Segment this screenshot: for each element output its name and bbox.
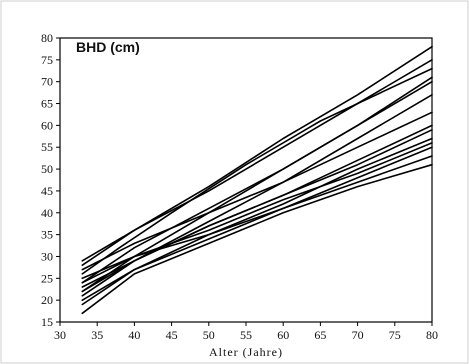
series-line-7 <box>81 111 433 271</box>
y-tick-label: 55 <box>41 140 53 154</box>
x-tick-label: 80 <box>426 328 438 342</box>
x-tick-label: 70 <box>352 328 364 342</box>
x-tick-label: 55 <box>240 328 252 342</box>
y-tick-label: 80 <box>41 31 53 45</box>
x-tick-label: 65 <box>314 328 326 342</box>
chart-title: BHD (cm) <box>76 39 140 55</box>
x-tick-label: 45 <box>166 328 178 342</box>
y-tick-label: 50 <box>41 162 53 176</box>
y-tick-label: 65 <box>41 97 53 111</box>
series-line-13 <box>81 155 433 293</box>
plot-frame <box>59 37 433 323</box>
series-line-6 <box>81 94 433 288</box>
y-tick-label: 20 <box>41 293 53 307</box>
series-line-1 <box>81 45 433 262</box>
y-tick-label: 15 <box>41 315 53 329</box>
y-tick-label: 75 <box>41 53 53 67</box>
y-tick-label: 70 <box>41 75 53 89</box>
x-axis-label: Alter (Jahre) <box>209 345 283 359</box>
series-line-11 <box>81 142 433 284</box>
y-tick-label: 45 <box>41 184 53 198</box>
series-line-9 <box>81 129 433 297</box>
y-tick-label: 35 <box>41 228 53 242</box>
plot-area: 15 20 25 30 35 40 45 50 55 60 65 70 75 80 30 35 40 45 50 55… <box>41 31 438 359</box>
x-tick-label: 40 <box>128 328 140 342</box>
series-line-2 <box>81 58 433 267</box>
series-line-14 <box>81 163 433 315</box>
x-tick-label: 75 <box>389 328 401 342</box>
y-tick-label: 60 <box>41 118 53 132</box>
y-tick-label: 25 <box>41 271 53 285</box>
x-tick-label: 60 <box>277 328 289 342</box>
series-line-3 <box>81 67 433 275</box>
series-line-8 <box>81 124 433 293</box>
x-tick-label: 30 <box>54 328 66 342</box>
x-tick-label: 35 <box>91 328 103 342</box>
series-line-12 <box>81 146 433 306</box>
x-tick-label: 50 <box>203 328 215 342</box>
y-tick-label: 30 <box>41 249 53 263</box>
y-tick-label: 40 <box>41 206 53 220</box>
